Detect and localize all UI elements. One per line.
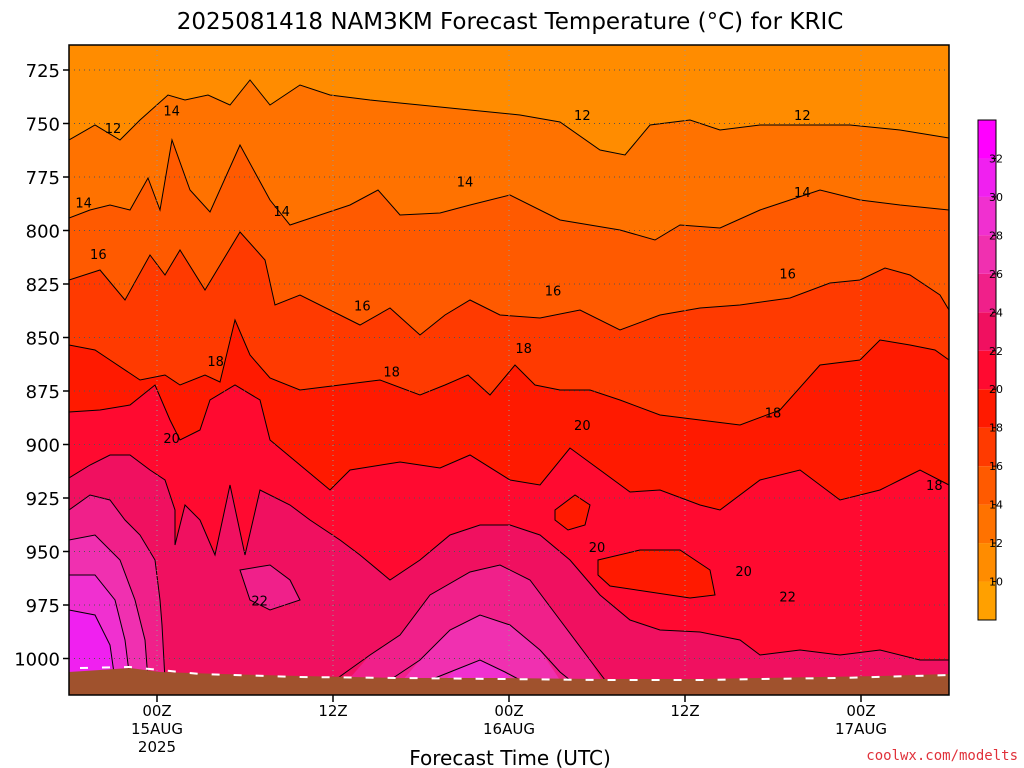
colorbar-segment <box>978 543 996 582</box>
isotherm-24 <box>69 494 606 681</box>
colorbar-segment <box>978 273 996 313</box>
credit-text[interactable]: coolwx.com/modelts <box>866 748 1018 764</box>
band-20-pocket <box>554 494 591 531</box>
colorbar-tick-label: 30 <box>989 191 1003 204</box>
contour-label: 12 <box>574 109 591 124</box>
x-tick-label: 16AUG <box>483 720 535 738</box>
colorbar-tick-label: 22 <box>989 345 1003 358</box>
y-tick-label: 725 <box>26 61 60 82</box>
colorbar-segment <box>978 158 996 197</box>
contour-label: 14 <box>273 205 290 220</box>
isotherm-14 <box>69 138 949 241</box>
contour-label: 20 <box>163 432 180 447</box>
ground-fill <box>69 668 949 695</box>
y-axis: 725 750 775 800 825 850 875 900 925 950 975 1000 <box>14 61 69 671</box>
y-tick-label: 925 <box>26 489 60 510</box>
contour-label: 16 <box>354 299 371 314</box>
contour-label: 22 <box>779 590 796 605</box>
contour-label: 14 <box>794 186 811 201</box>
colorbar-tick-label: 10 <box>989 576 1003 589</box>
colorbar-segment <box>978 427 996 467</box>
contour-label: 12 <box>794 109 811 124</box>
colorbar-segment <box>978 504 996 544</box>
x-tick-label: 2025 <box>138 738 176 756</box>
colorbar-tick-label: 32 <box>989 152 1003 165</box>
x-tick-label: 15AUG <box>131 720 183 738</box>
x-tick-label: 12Z <box>670 702 699 720</box>
colorbar-tick-label: 20 <box>989 383 1003 396</box>
band-28-30 <box>69 535 575 695</box>
colorbar-segment <box>978 196 996 236</box>
y-tick-label: 975 <box>26 596 60 617</box>
contour-label: 20 <box>735 565 752 580</box>
x-tick-label: 00Z <box>846 702 875 720</box>
contour-label: 20 <box>589 541 606 556</box>
contour-label: 14 <box>75 197 92 212</box>
colorbar-tick-label: 14 <box>989 499 1003 512</box>
x-tick-label: 17AUG <box>835 720 887 738</box>
x-tick-label: 00Z <box>142 702 171 720</box>
contour-label: 14 <box>163 105 180 120</box>
y-tick-label: 900 <box>26 436 60 457</box>
isotherm-16 <box>69 231 949 336</box>
y-tick-label: 1000 <box>14 650 60 671</box>
y-tick-label: 775 <box>26 168 60 189</box>
chart-title: 2025081418 NAM3KM Forecast Temperature (… <box>177 9 844 35</box>
isotherm-22 <box>69 454 949 661</box>
contour-label: 16 <box>545 284 562 299</box>
colorbar-segment <box>978 581 996 620</box>
contour-label: 16 <box>90 248 107 263</box>
y-tick-label: 850 <box>26 329 60 350</box>
colorbar-segment <box>978 312 996 351</box>
contour-labels: 12 12 12 14 14 14 14 14 16 16 16 16 18 18 18 18 18 20 20 20… <box>75 105 942 610</box>
contour-label: 14 <box>457 175 474 190</box>
colorbar-segment <box>978 466 996 505</box>
contour-label: 18 <box>765 406 782 421</box>
colorbar-segment <box>978 389 996 428</box>
contour-label: 18 <box>207 355 224 370</box>
x-axis-label: Forecast Time (UTC) <box>409 746 611 768</box>
contour-label: 18 <box>383 366 400 381</box>
y-tick-label: 800 <box>26 222 60 243</box>
y-tick-label: 825 <box>26 275 60 296</box>
isotherm-12 <box>69 79 949 156</box>
colorbar-segment <box>978 120 996 159</box>
colorbar-tick-label: 26 <box>989 268 1003 281</box>
contour-label: 20 <box>574 419 591 434</box>
contour-label: 18 <box>515 342 532 357</box>
colorbar-tick-label: 28 <box>989 229 1003 242</box>
contour-label: 16 <box>779 267 796 282</box>
y-tick-label: 950 <box>26 543 60 564</box>
colorbar-frame <box>977 119 997 621</box>
colorbar: 10 12 14 16 18 20 22 24 26 28 30 32 <box>977 119 1003 621</box>
grid-lines <box>69 45 949 695</box>
isotherm-18 <box>69 318 949 426</box>
colorbar-segment <box>978 350 996 390</box>
colorbar-tick-label: 12 <box>989 537 1003 550</box>
isotherm-28 <box>69 574 521 681</box>
colorbar-tick-label: 16 <box>989 460 1003 473</box>
contour-label: 18 <box>926 479 943 494</box>
contour-lines <box>69 79 949 681</box>
y-tick-label: 750 <box>26 115 60 136</box>
x-tick-label: 12Z <box>318 702 347 720</box>
isotherm-20 <box>69 384 949 511</box>
contour-label: 22 <box>251 595 268 610</box>
surface-line <box>79 665 950 681</box>
colorbar-tick-label: 18 <box>989 422 1003 435</box>
isotherm-30 <box>69 609 116 681</box>
colorbar-segment <box>978 235 996 274</box>
contour-label: 12 <box>105 122 122 137</box>
x-tick-label: 00Z <box>494 702 523 720</box>
colorbar-tick-label: 24 <box>989 306 1003 319</box>
band-20-pocket <box>597 549 716 599</box>
isotherm-26 <box>69 534 571 681</box>
y-tick-label: 875 <box>26 382 60 403</box>
